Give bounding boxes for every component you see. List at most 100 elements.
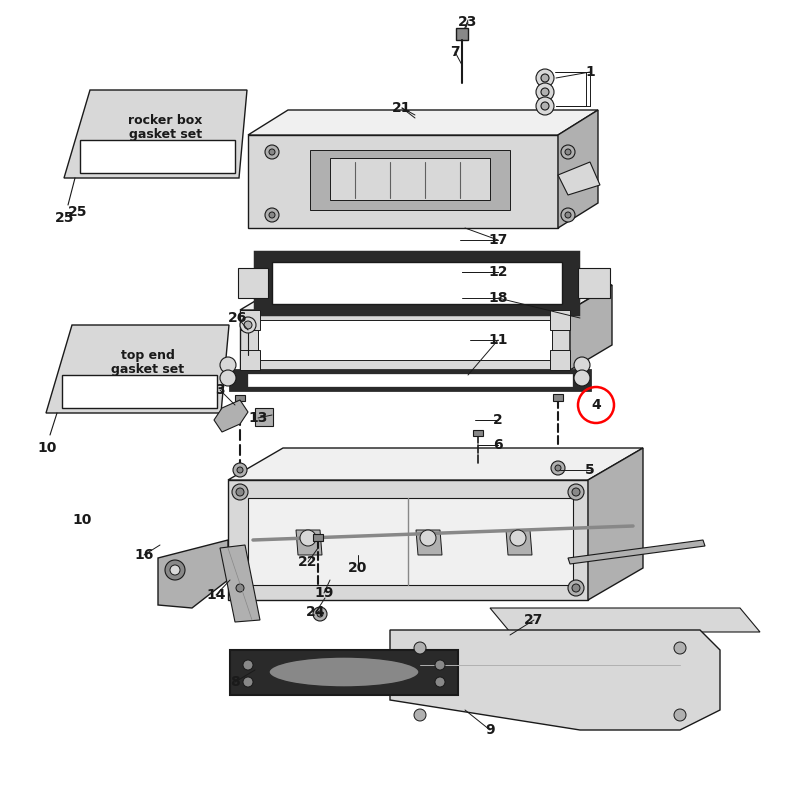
Circle shape	[536, 83, 554, 101]
Text: 25: 25	[68, 205, 88, 219]
Circle shape	[300, 530, 316, 546]
Text: 27: 27	[524, 613, 544, 627]
Text: rocker box: rocker box	[128, 114, 202, 127]
Polygon shape	[255, 252, 578, 314]
Circle shape	[243, 677, 253, 687]
Circle shape	[572, 488, 580, 496]
Text: 22: 22	[298, 555, 318, 569]
Circle shape	[232, 484, 248, 500]
Circle shape	[317, 611, 323, 617]
Bar	[255, 408, 273, 426]
Text: 25: 25	[55, 211, 74, 225]
Bar	[240, 310, 260, 330]
Polygon shape	[214, 400, 248, 432]
Polygon shape	[230, 370, 590, 390]
Text: 2: 2	[493, 413, 503, 427]
Polygon shape	[310, 150, 510, 210]
Bar	[473, 430, 483, 436]
Circle shape	[420, 530, 436, 546]
Bar	[553, 394, 563, 401]
Text: 18: 18	[488, 291, 508, 305]
Circle shape	[674, 709, 686, 721]
Text: 1: 1	[585, 65, 595, 79]
Polygon shape	[330, 158, 490, 200]
Circle shape	[674, 642, 686, 654]
Circle shape	[568, 580, 584, 596]
Circle shape	[568, 484, 584, 500]
Polygon shape	[588, 448, 643, 600]
Circle shape	[541, 88, 549, 96]
Circle shape	[237, 467, 243, 473]
Circle shape	[170, 565, 180, 575]
Bar	[80, 139, 235, 173]
Polygon shape	[456, 28, 468, 40]
Text: 21: 21	[392, 101, 412, 115]
Circle shape	[165, 560, 185, 580]
Circle shape	[240, 317, 256, 333]
Text: 20: 20	[348, 561, 368, 575]
Circle shape	[435, 677, 445, 687]
Circle shape	[220, 370, 236, 386]
Circle shape	[536, 69, 554, 87]
Text: 26: 26	[228, 311, 248, 325]
Polygon shape	[240, 310, 570, 370]
Text: 16: 16	[134, 548, 154, 562]
Polygon shape	[390, 630, 720, 730]
Bar	[313, 534, 323, 541]
Text: 5: 5	[585, 463, 595, 477]
Circle shape	[565, 212, 571, 218]
Polygon shape	[238, 268, 268, 298]
Polygon shape	[248, 374, 572, 386]
Bar	[550, 350, 570, 370]
Text: 4: 4	[591, 398, 601, 412]
Circle shape	[265, 145, 279, 159]
Polygon shape	[296, 530, 322, 555]
Text: 23: 23	[458, 15, 478, 29]
Text: 13: 13	[248, 411, 268, 425]
Polygon shape	[258, 320, 552, 360]
Text: 6: 6	[493, 438, 503, 452]
Circle shape	[572, 584, 580, 592]
Polygon shape	[230, 650, 458, 695]
Circle shape	[414, 642, 426, 654]
Text: 3: 3	[215, 383, 225, 397]
Polygon shape	[228, 448, 643, 480]
Circle shape	[232, 580, 248, 596]
Circle shape	[565, 149, 571, 155]
Text: 9: 9	[485, 723, 495, 737]
Circle shape	[220, 357, 236, 373]
Circle shape	[574, 357, 590, 373]
Polygon shape	[416, 530, 442, 555]
Ellipse shape	[269, 657, 419, 687]
Polygon shape	[248, 135, 558, 228]
Text: 8: 8	[230, 675, 240, 689]
Text: 7: 7	[450, 45, 460, 59]
Text: gasket set: gasket set	[111, 363, 184, 376]
Polygon shape	[228, 480, 588, 600]
Circle shape	[269, 212, 275, 218]
Circle shape	[233, 463, 247, 477]
Circle shape	[236, 584, 244, 592]
Circle shape	[435, 660, 445, 670]
Circle shape	[536, 97, 554, 115]
Text: 17: 17	[488, 233, 508, 247]
Polygon shape	[158, 540, 228, 608]
Circle shape	[561, 145, 575, 159]
Text: 19: 19	[314, 586, 334, 600]
Circle shape	[541, 102, 549, 110]
Text: gasket set: gasket set	[129, 128, 202, 142]
Text: top end: top end	[121, 350, 174, 362]
Polygon shape	[570, 285, 612, 370]
Polygon shape	[568, 540, 705, 564]
Polygon shape	[64, 90, 247, 178]
Bar	[550, 310, 570, 330]
Polygon shape	[220, 545, 260, 622]
Bar	[240, 350, 260, 370]
Polygon shape	[248, 498, 573, 585]
Text: 11: 11	[488, 333, 508, 347]
Circle shape	[510, 530, 526, 546]
Polygon shape	[506, 530, 532, 555]
Circle shape	[265, 208, 279, 222]
Circle shape	[236, 488, 244, 496]
Polygon shape	[46, 325, 229, 413]
